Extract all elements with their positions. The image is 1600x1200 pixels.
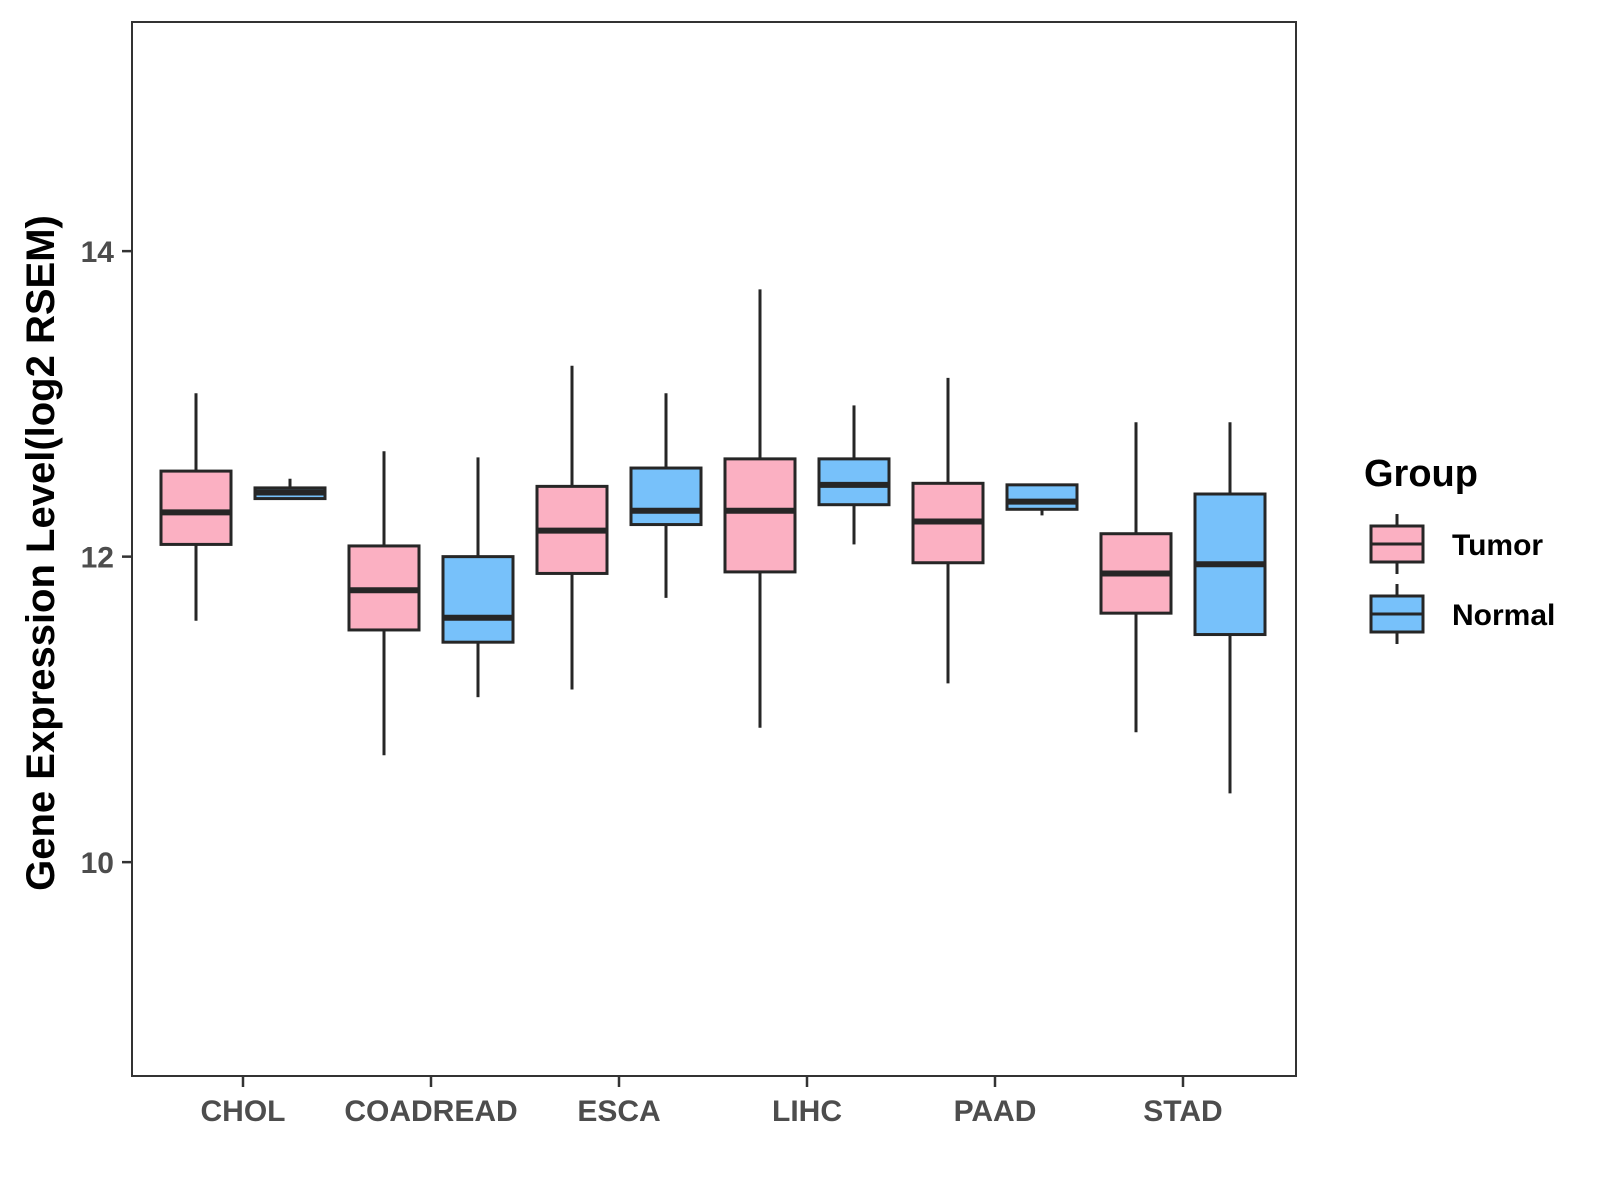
y-tick-label: 12: [81, 542, 114, 575]
x-tick-label: STAD: [1143, 1095, 1222, 1128]
y-tick-label: 10: [81, 847, 114, 880]
legend: Group Tumor Normal: [1364, 453, 1555, 644]
series-tumor: [159, 289, 1173, 756]
box-normal-paad: [1005, 483, 1079, 516]
box-body: [441, 555, 515, 644]
y-axis: 10 12 14: [81, 236, 132, 880]
box-body: [159, 469, 233, 546]
x-tick-label: PAAD: [954, 1095, 1037, 1128]
box-tumor-stad: [1099, 422, 1173, 733]
y-tick-label: 14: [81, 236, 115, 269]
box-tumor-coadread: [347, 451, 421, 756]
legend-title: Group: [1364, 453, 1478, 495]
legend-item-normal: Normal: [1369, 584, 1555, 644]
box-body: [629, 466, 703, 527]
box-normal-stad: [1193, 422, 1267, 794]
legend-label: Normal: [1452, 599, 1555, 632]
box-tumor-lihc: [723, 289, 797, 728]
x-tick-label: ESCA: [577, 1095, 660, 1128]
x-axis: CHOL COADREAD ESCA LIHC PAAD STAD: [201, 1076, 1223, 1128]
box-body: [1005, 483, 1079, 511]
box-normal-esca: [629, 393, 703, 598]
series-normal: [253, 393, 1267, 794]
x-tick-label: COADREAD: [344, 1095, 517, 1128]
legend-label: Tumor: [1452, 529, 1543, 562]
box-tumor-chol: [159, 393, 233, 621]
box-body: [817, 457, 891, 507]
box-normal-lihc: [817, 405, 891, 545]
plot-area: [131, 21, 1297, 1077]
legend-item-tumor: Tumor: [1369, 514, 1543, 574]
box-tumor-esca: [535, 365, 609, 690]
plot-panel-border: [131, 21, 1297, 1077]
box-tumor-paad: [911, 377, 985, 684]
x-tick-label: LIHC: [772, 1095, 842, 1128]
box-normal-chol: [253, 478, 327, 501]
y-axis-title: Gene Expression Level(log2 RSEM): [19, 215, 63, 891]
box-body: [723, 457, 797, 574]
x-tick-label: CHOL: [201, 1095, 286, 1128]
box-normal-coadread: [441, 457, 515, 698]
